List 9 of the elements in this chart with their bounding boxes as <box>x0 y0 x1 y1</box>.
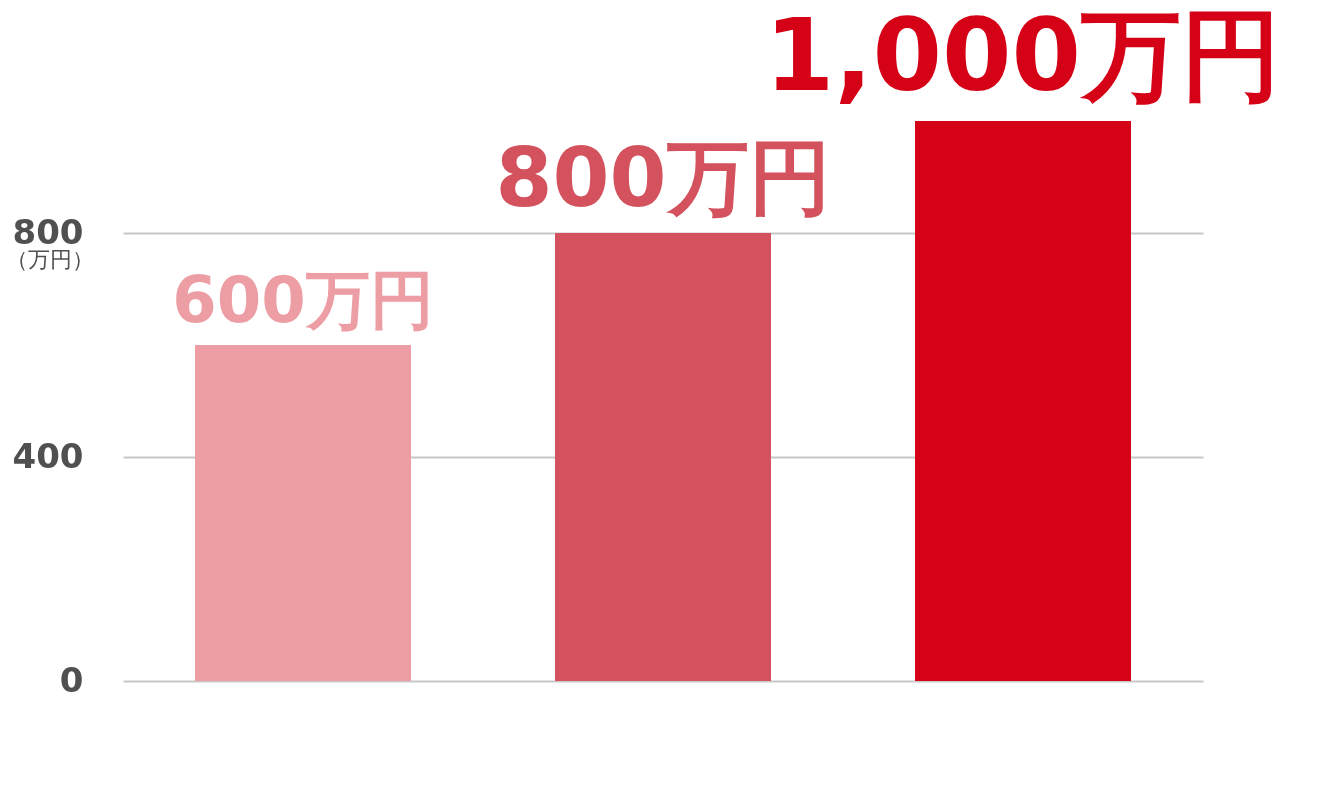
bar <box>195 345 411 681</box>
data-label: 1,000万円 <box>764 0 1282 114</box>
bar <box>555 233 771 681</box>
y-tick-label: 0 <box>59 659 84 700</box>
y-tick-label: 400 <box>12 435 84 476</box>
data-label: 600万円 <box>172 263 434 337</box>
y-axis-title: （万円） <box>5 246 94 272</box>
bar <box>915 121 1131 681</box>
data-label: 800万円 <box>495 130 831 225</box>
